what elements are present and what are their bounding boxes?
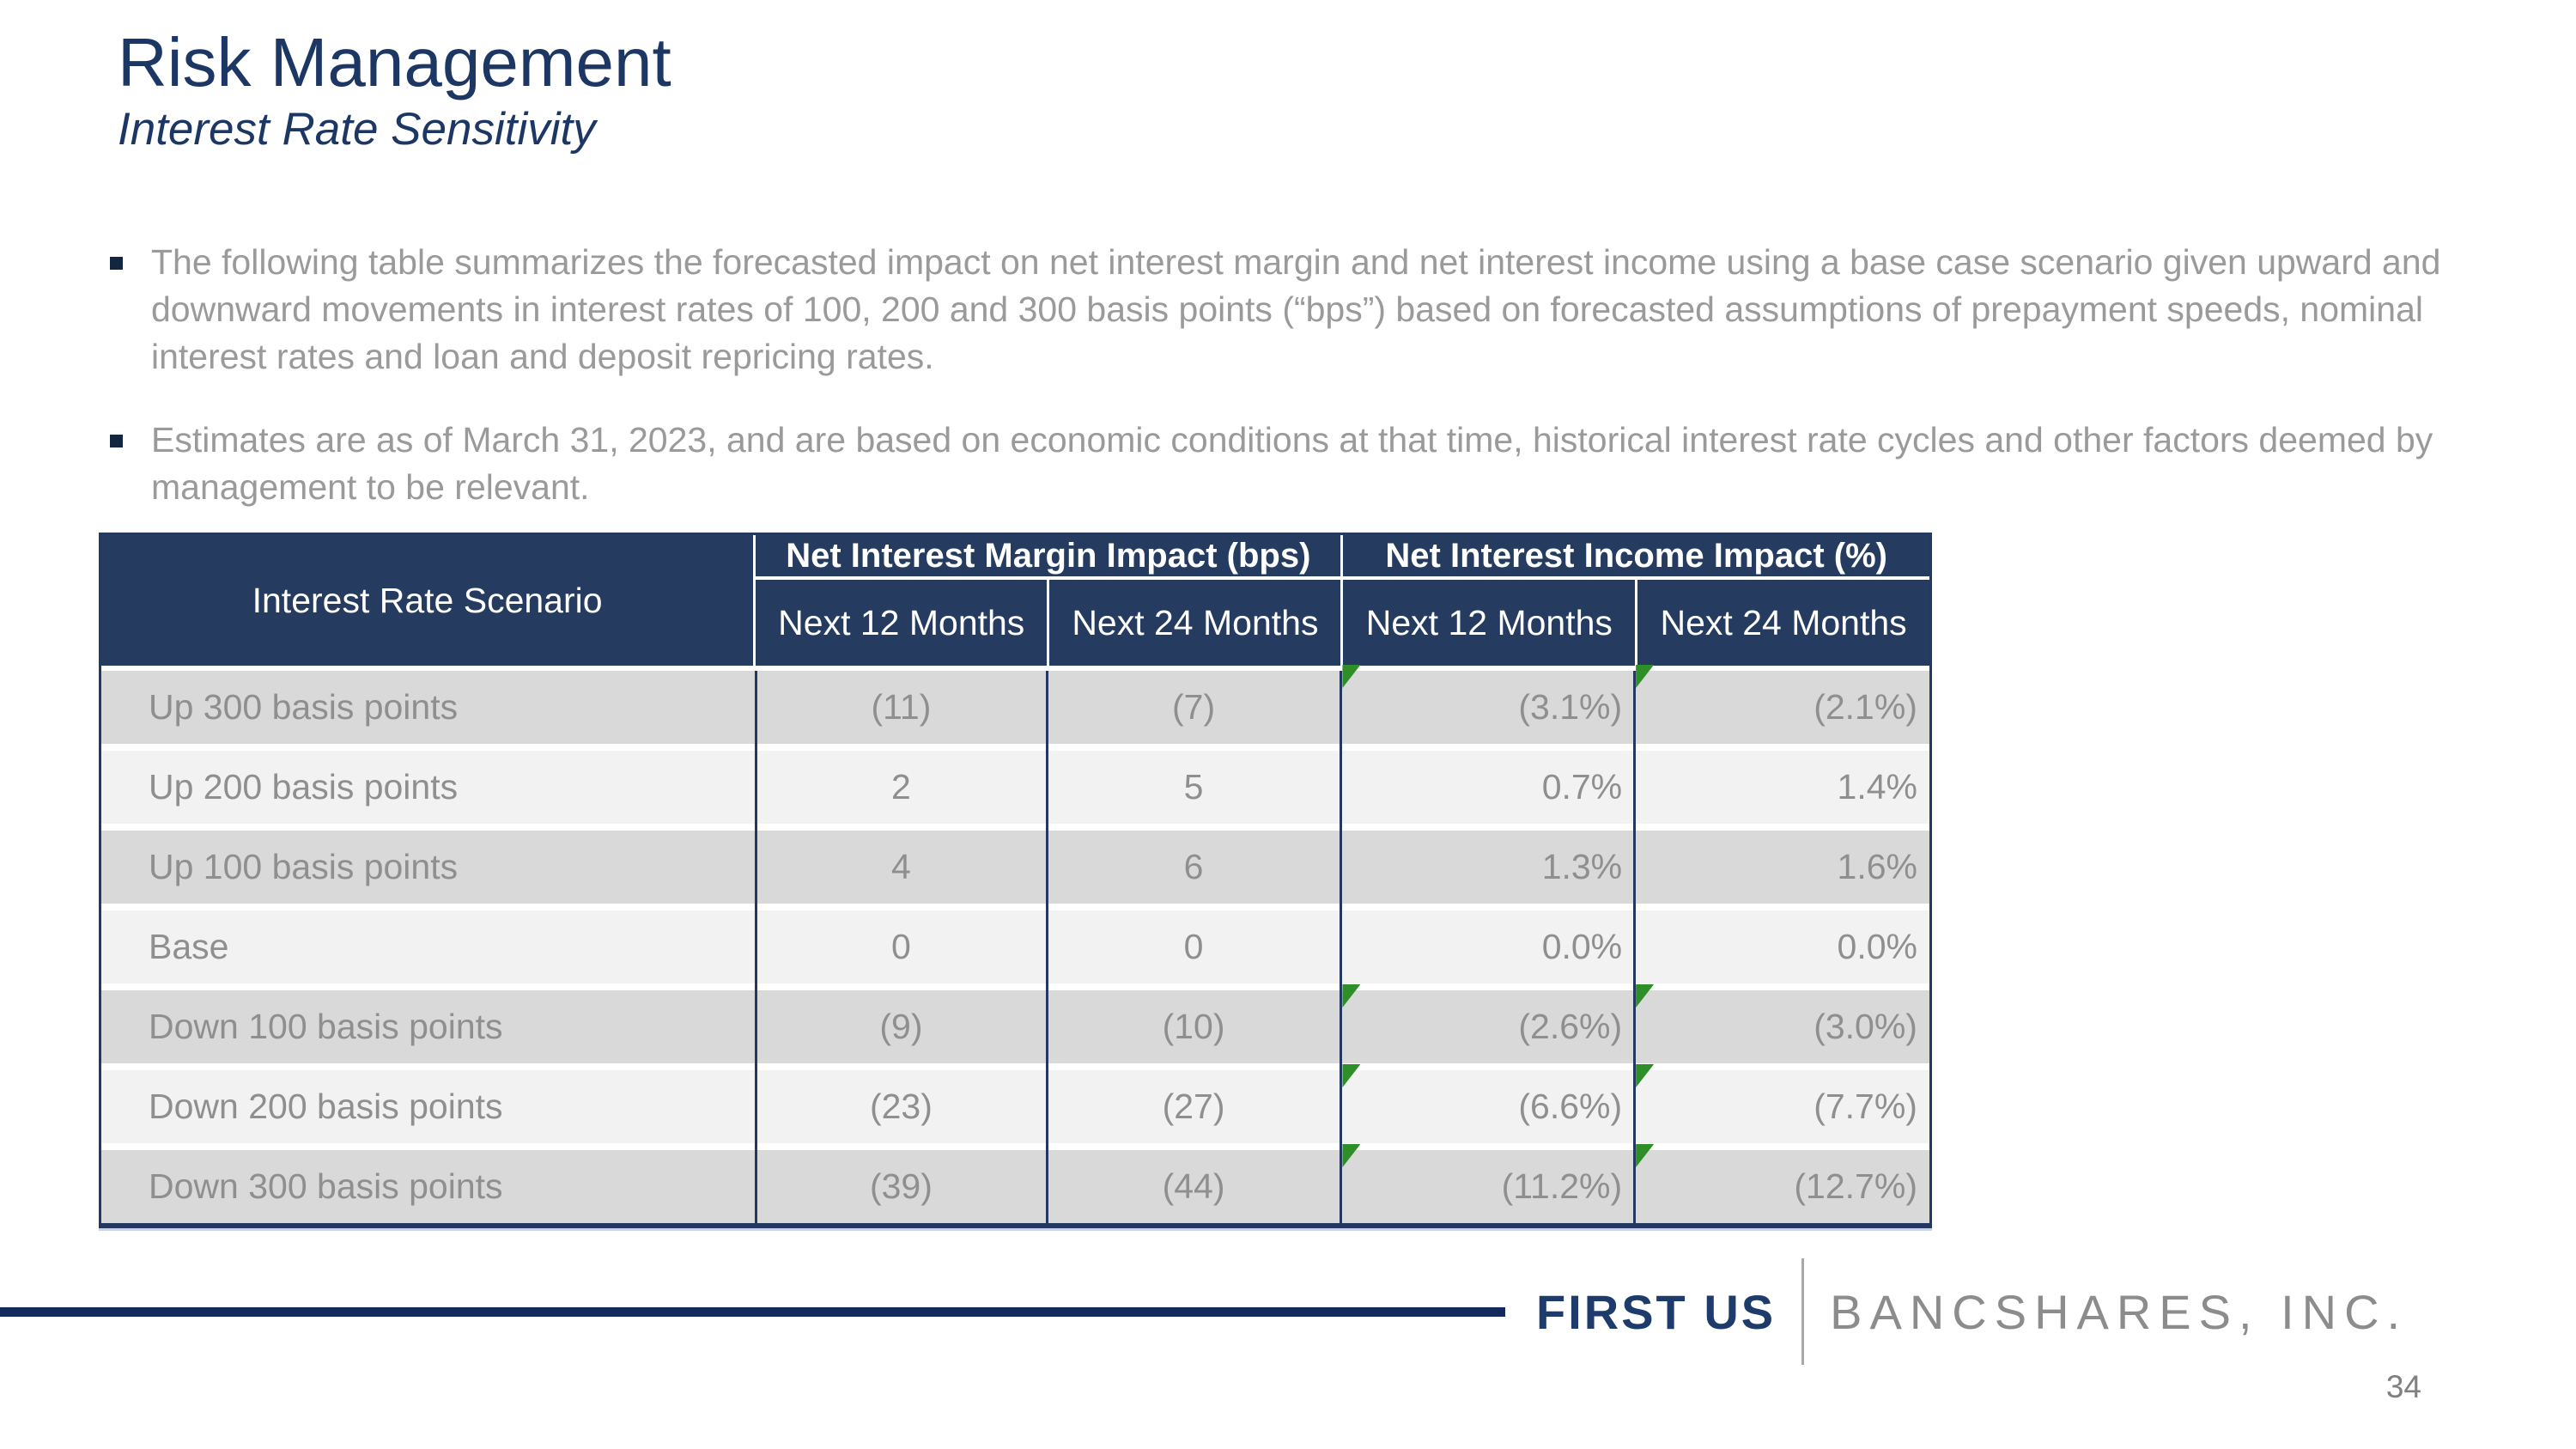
bullet-item: The following table summarizes the forec… [110, 239, 2488, 381]
cell-nim-next-24-months: (10) [1046, 990, 1341, 1063]
footer: FIRST US BANCSHARES, INC. [0, 1256, 2408, 1367]
subheader-nim-12: Next 12 Months [778, 602, 1025, 642]
subheader-nii-24: Next 24 Months [1635, 580, 1929, 666]
table-header: Interest Rate Scenario Net Interest Marg… [101, 535, 1929, 666]
cell-nii-next-24-months: (2.1%) [1634, 671, 1929, 744]
cell-scenario: Up 300 basis points [101, 671, 756, 744]
page-subtitle: Interest Rate Sensitivity [118, 104, 596, 155]
cell-scenario: Base [101, 910, 756, 983]
cell-nii-next-12-months: (6.6%) [1340, 1070, 1635, 1143]
table-row: Down 300 basis points (39) (44) (11.2%) … [101, 1150, 1929, 1223]
page-title: Risk Management [118, 24, 671, 100]
cell-nim-next-24-months: 0 [1046, 910, 1341, 983]
column-divider [755, 671, 758, 1223]
cell-nim-next-12-months: 0 [756, 910, 1047, 983]
cell-nim-next-24-months: 5 [1046, 751, 1341, 824]
cell-nii-next-24-months: (3.0%) [1634, 990, 1929, 1063]
cell-nii-next-12-months: 1.3% [1340, 831, 1635, 904]
cell-nii-next-24-months: 1.4% [1634, 751, 1929, 824]
page-number: 34 [2385, 1369, 2421, 1404]
cell-nim-next-12-months: (23) [756, 1070, 1047, 1143]
brand-name-secondary: BANCSHARES, INC. [1830, 1284, 2409, 1339]
cell-nim-next-12-months: (11) [756, 671, 1047, 744]
subheader-nim-24: Next 24 Months [1047, 580, 1340, 666]
cell-nim-next-12-months: (39) [756, 1150, 1047, 1223]
cell-nii-next-12-months: (11.2%) [1340, 1150, 1635, 1223]
title-block: Risk Management Interest Rate Sensitivit… [118, 24, 671, 155]
cell-nii-next-12-months: 0.0% [1340, 910, 1635, 983]
bullet-list: The following table summarizes the forec… [110, 239, 2488, 511]
cell-nim-next-12-months: (9) [756, 990, 1047, 1063]
column-divider [1045, 671, 1048, 1223]
column-divider [1340, 671, 1343, 1223]
subheader-nii-12: Next 12 Months [1365, 602, 1613, 642]
table-row: Down 200 basis points (23) (27) (6.6%) (… [101, 1070, 1929, 1143]
bullet-item: Estimates are as of March 31, 2023, and … [110, 417, 2488, 511]
interest-rate-sensitivity-table: Interest Rate Scenario Net Interest Marg… [99, 533, 1932, 1228]
cell-nii-next-24-months: 1.6% [1634, 831, 1929, 904]
table-row: Up 100 basis points 4 6 1.3% 1.6% [101, 831, 1929, 904]
cell-nim-next-24-months: (27) [1046, 1070, 1341, 1143]
column-header-scenario: Interest Rate Scenario [101, 535, 756, 666]
cell-scenario: Down 200 basis points [101, 1070, 756, 1143]
table-row: Up 200 basis points 2 5 0.7% 1.4% [101, 751, 1929, 824]
cell-nii-next-12-months: (3.1%) [1340, 671, 1635, 744]
brand-name-primary: FIRST US [1536, 1284, 1777, 1339]
cell-nim-next-24-months: (7) [1046, 671, 1341, 744]
cell-nii-next-12-months: 0.7% [1340, 751, 1635, 824]
bullet-text: The following table summarizes the forec… [151, 242, 2441, 376]
bullet-square-icon [110, 257, 123, 270]
column-divider [1633, 671, 1637, 1223]
column-group-nim: Net Interest Margin Impact (bps) Next 12… [756, 535, 1341, 666]
column-group-nii: Net Interest Income Impact (%) Next 12 M… [1340, 535, 1929, 666]
cell-scenario: Up 100 basis points [101, 831, 756, 904]
table-row: Base 0 0 0.0% 0.0% [101, 910, 1929, 983]
cell-nii-next-24-months: 0.0% [1634, 910, 1929, 983]
table-row: Up 300 basis points (11) (7) (3.1%) (2.1… [101, 671, 1929, 744]
cell-nim-next-12-months: 4 [756, 831, 1047, 904]
cell-nii-next-24-months: (7.7%) [1634, 1070, 1929, 1143]
cell-nim-next-12-months: 2 [756, 751, 1047, 824]
cell-scenario: Down 300 basis points [101, 1150, 756, 1223]
brand-divider [1801, 1258, 1805, 1365]
bullet-square-icon [110, 435, 123, 447]
table-body: Up 300 basis points (11) (7) (3.1%) (2.1… [101, 671, 1929, 1223]
footer-rule [0, 1306, 1505, 1317]
cell-nim-next-24-months: 6 [1046, 831, 1341, 904]
cell-nim-next-24-months: (44) [1046, 1150, 1341, 1223]
group-header-nii: Net Interest Income Impact (%) [1343, 535, 1929, 580]
table-row: Down 100 basis points (9) (10) (2.6%) (3… [101, 990, 1929, 1063]
group-header-nim: Net Interest Margin Impact (bps) [756, 535, 1341, 580]
cell-scenario: Up 200 basis points [101, 751, 756, 824]
cell-scenario: Down 100 basis points [101, 990, 756, 1063]
bullet-text: Estimates are as of March 31, 2023, and … [151, 420, 2433, 507]
cell-nii-next-12-months: (2.6%) [1340, 990, 1635, 1063]
cell-nii-next-24-months: (12.7%) [1634, 1150, 1929, 1223]
